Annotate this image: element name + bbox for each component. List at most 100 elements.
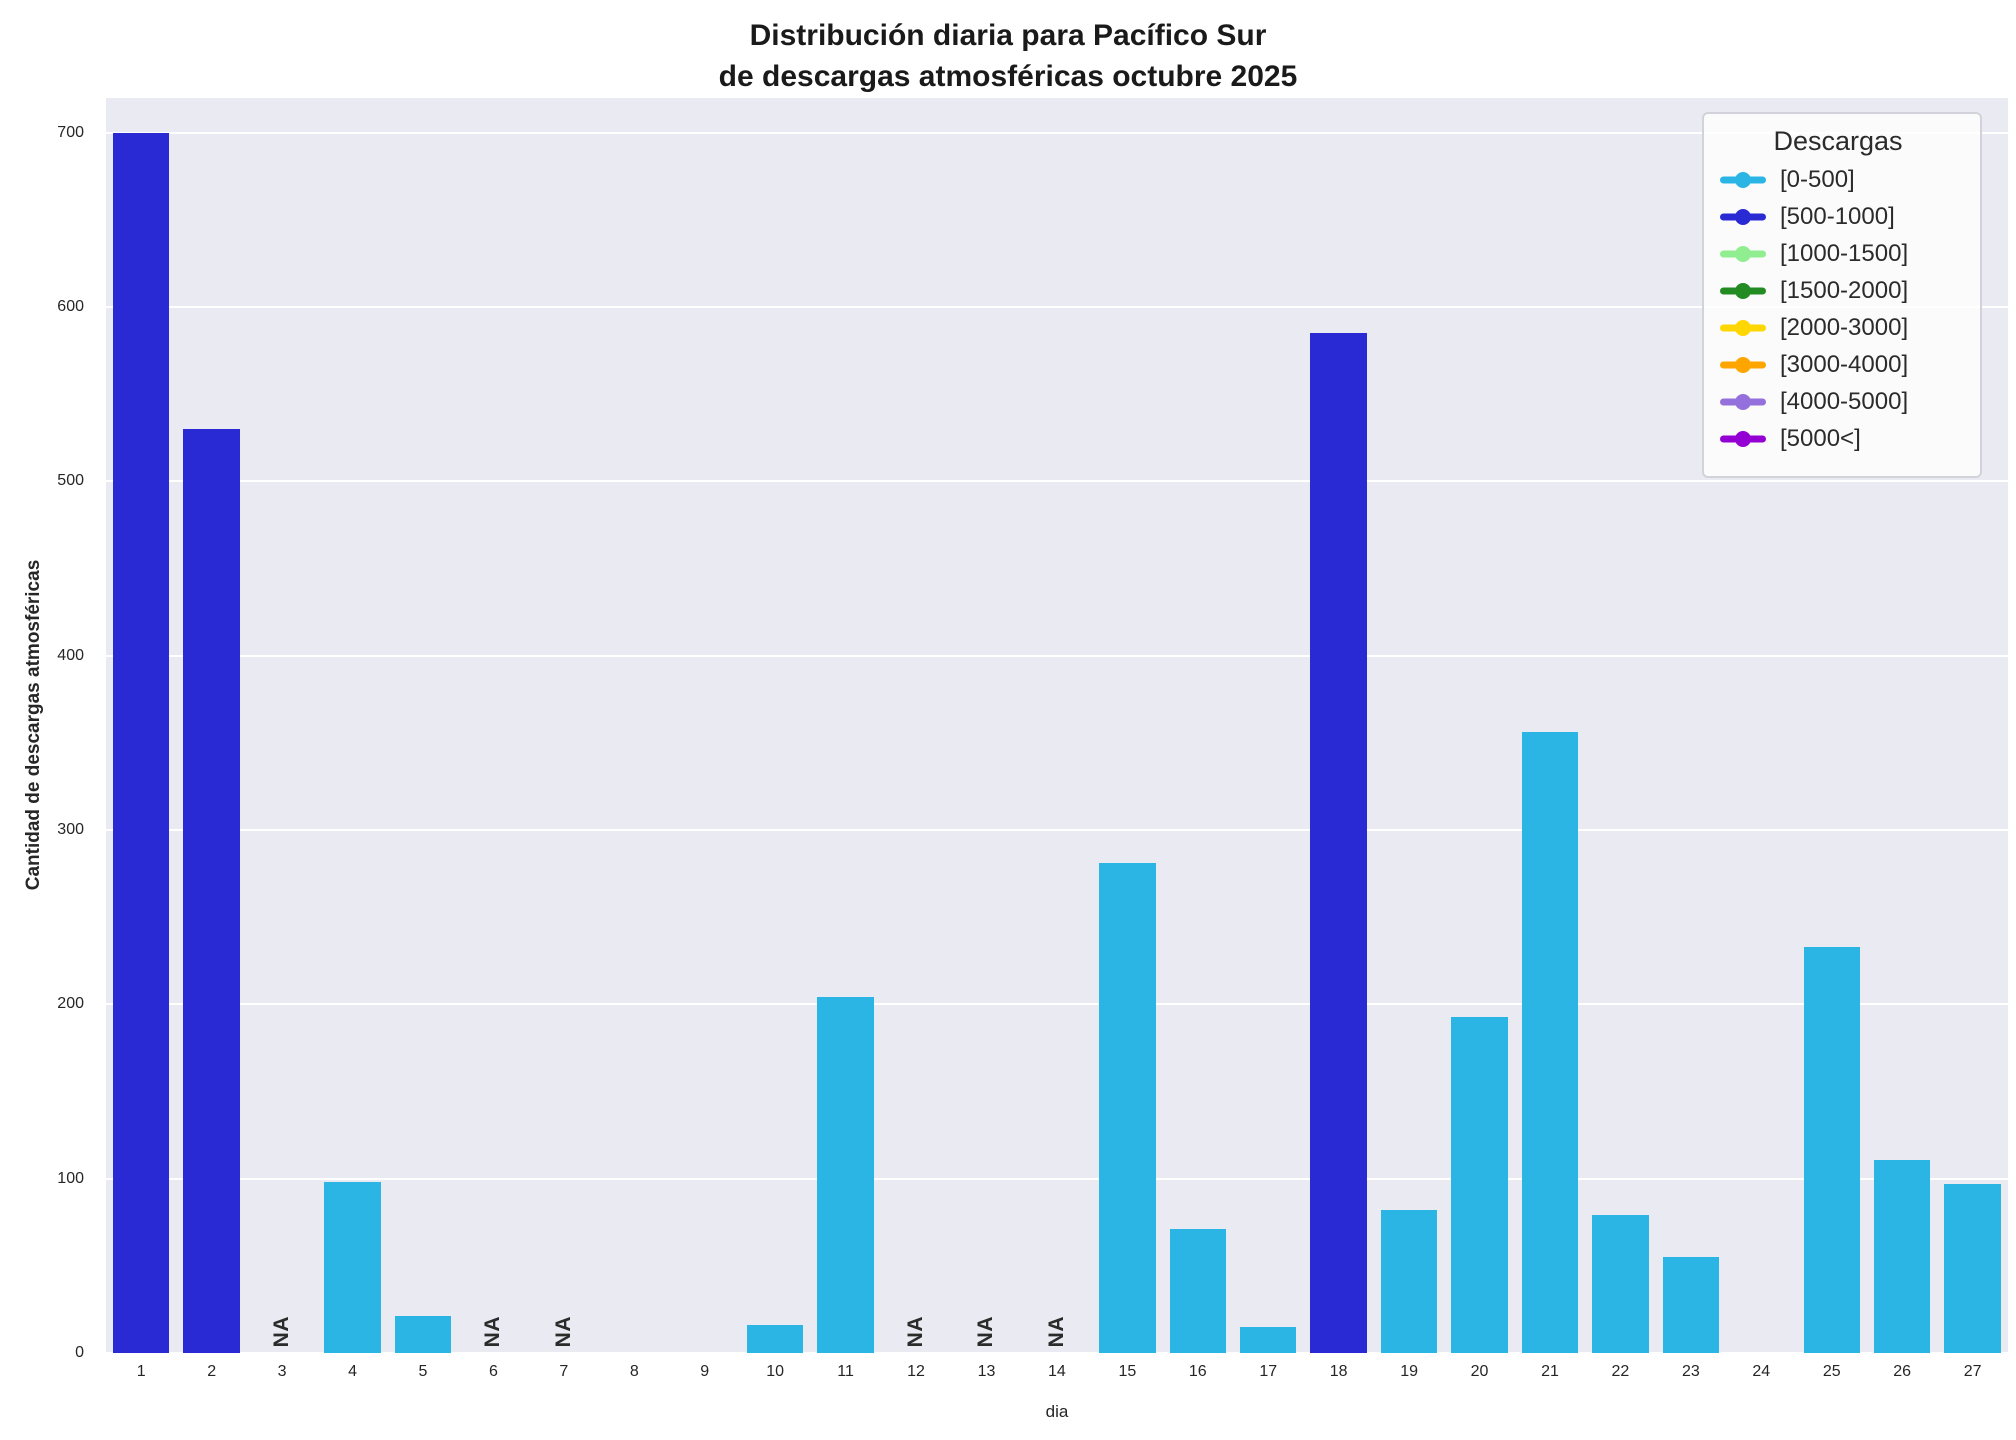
plot-area: NA NA NA NA NA NA Descargas [0-500] [500-1000]… (106, 98, 2008, 1354)
legend-entry: [3000-4000] (1720, 351, 1956, 379)
x-tick-label: 15 (1118, 1363, 1137, 1380)
bar-slot (1233, 98, 1303, 1353)
bar-slot (1867, 98, 1937, 1353)
legend-entry-label: [2000-3000] (1780, 314, 1909, 341)
x-tick-label: 14 (1048, 1363, 1066, 1380)
legend-entry: [1500-2000] (1720, 277, 1956, 305)
chart-title-line2: de descargas atmosféricas octubre 2025 (718, 59, 1298, 93)
legend-entry-label: [5000<] (1780, 425, 1861, 452)
gridline (106, 654, 2008, 657)
bar-slot (1374, 98, 1444, 1353)
x-tick-label: 23 (1681, 1363, 1700, 1380)
na-label: NA (1044, 1315, 1068, 1347)
x-tick-label: 19 (1400, 1363, 1418, 1380)
x-tick-label: 11 (837, 1363, 854, 1380)
x-tick-label: 22 (1611, 1363, 1630, 1380)
bar-slot (740, 98, 810, 1353)
bar-slot (106, 98, 176, 1353)
y-tick-label: 100 (57, 1169, 84, 1187)
x-tick-label: 5 (418, 1363, 428, 1380)
legend-entry-label: [0-500] (1780, 166, 1855, 193)
x-tick-label: 4 (348, 1363, 357, 1380)
bar-slot: NA (247, 98, 317, 1353)
y-tick-label: 0 (75, 1344, 84, 1361)
x-tick-label: 6 (488, 1363, 498, 1380)
legend-entry-label: [3000-4000] (1780, 351, 1909, 378)
bar-slot: NA (881, 98, 951, 1353)
bar (1451, 1016, 1508, 1353)
y-tick-label: 700 (57, 123, 84, 141)
bar-slot (599, 98, 669, 1353)
bar-slot: NA (529, 98, 599, 1353)
gridline (106, 1003, 2008, 1006)
bar-slot (670, 98, 740, 1353)
na-label: NA (904, 1315, 928, 1347)
gridline (106, 480, 2008, 483)
bar-slot (176, 98, 246, 1353)
legend-marker-icon (1720, 282, 1766, 300)
bar (113, 132, 170, 1353)
x-tick-label: 16 (1188, 1363, 1207, 1380)
y-tick-labels: 0 100 200 300 400 500 600 700 (0, 98, 98, 1361)
bar-slot (1585, 98, 1655, 1353)
bar (1380, 1210, 1438, 1353)
x-tick-label: 21 (1541, 1363, 1559, 1380)
x-tick-label: 13 (977, 1363, 996, 1380)
x-tick-label: 17 (1259, 1363, 1278, 1380)
bar (183, 429, 240, 1353)
bar-slot: NA (458, 98, 528, 1353)
legend-entry-label: [4000-5000] (1780, 388, 1909, 415)
legend-marker-icon (1720, 356, 1766, 374)
x-tick-label: 10 (766, 1363, 785, 1380)
x-tick-label: 9 (700, 1363, 710, 1380)
x-tick-label: 27 (1963, 1363, 1982, 1380)
bar-slot (1092, 98, 1162, 1353)
x-tick-label: 8 (629, 1363, 639, 1380)
x-tick-label: 1 (136, 1363, 146, 1380)
bar (1521, 732, 1579, 1353)
legend-marker-icon (1720, 393, 1766, 411)
gridline (106, 306, 2008, 309)
na-label: NA (974, 1315, 998, 1347)
bar (1169, 1229, 1226, 1353)
legend-marker-icon (1720, 319, 1766, 337)
na-label: NA (481, 1315, 505, 1347)
legend-entry: [5000<] (1720, 425, 1956, 453)
bar (817, 997, 874, 1353)
bar (1310, 333, 1367, 1353)
legend-marker-icon (1720, 208, 1766, 226)
bar (1099, 863, 1156, 1353)
legend-entry-label: [1000-1500] (1780, 240, 1909, 267)
y-tick-label: 600 (57, 298, 84, 316)
gridline (106, 131, 2008, 134)
x-axis-label: dia (1045, 1402, 1069, 1421)
bar-slot (1515, 98, 1585, 1353)
x-tick-label: 3 (277, 1363, 287, 1380)
x-tick-label: 2 (207, 1363, 217, 1380)
legend-entry: [1000-1500] (1720, 240, 1956, 268)
y-tick-label: 500 (57, 472, 84, 490)
gridline (106, 1352, 2008, 1354)
bar-slot (1303, 98, 1373, 1353)
x-tick-label: 12 (907, 1363, 925, 1380)
bar-slot (1163, 98, 1233, 1353)
x-tick-label: 26 (1893, 1363, 1912, 1380)
x-tick-labels: 1 2 3 4 5 6 7 8 9 10 11 12 13 14 15 16 17 18 19 20 21 22 23 24 2… (106, 1363, 2008, 1381)
legend-title: Descargas (1773, 126, 1903, 156)
legend-entry: [4000-5000] (1720, 388, 1956, 416)
na-label: NA (551, 1315, 575, 1347)
y-tick-label: 300 (57, 821, 84, 839)
bar (1592, 1215, 1649, 1353)
bar (746, 1325, 804, 1353)
bar-slot (388, 98, 458, 1353)
chart-title-line1: Distribución diaria para Pacífico Sur (749, 19, 1267, 52)
x-tick-label: 7 (559, 1363, 569, 1380)
bar (324, 1182, 381, 1353)
legend-marker-icon (1720, 171, 1766, 189)
bar-slot: NA (951, 98, 1021, 1353)
bar (1240, 1326, 1297, 1353)
legend-entry: [0-500] (1720, 166, 1956, 194)
legend-entry-label: [1500-2000] (1780, 277, 1909, 304)
na-label: NA (270, 1315, 294, 1347)
